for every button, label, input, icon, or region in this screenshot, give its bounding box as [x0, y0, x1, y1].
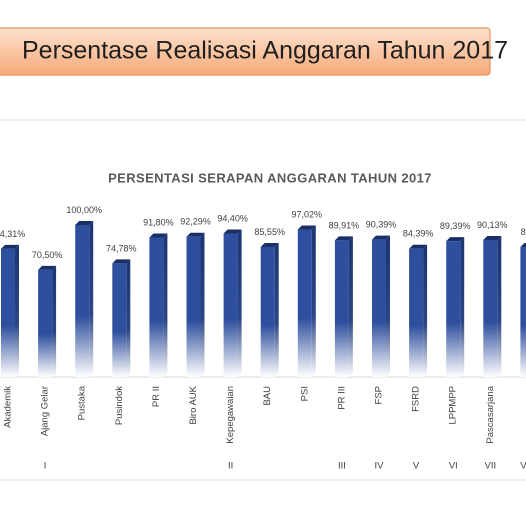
bar	[520, 247, 526, 377]
chart-title: PERSENTASI SERAPAN ANGGARAN TAHUN 2017	[108, 170, 432, 185]
group-label: I	[44, 461, 47, 472]
bar-side	[423, 244, 428, 377]
value-label: 74,78%	[106, 243, 137, 253]
x-tick-label: Kepegawaian	[225, 386, 236, 444]
bar-side	[237, 229, 242, 377]
bar-top	[409, 244, 428, 249]
bar-top	[520, 243, 526, 248]
bar	[149, 237, 164, 377]
x-tick-label: FSRD	[411, 386, 422, 412]
bar-side	[126, 259, 131, 377]
x-tick-label: Biro AUK	[188, 385, 199, 424]
group-label: IV	[375, 461, 385, 472]
bar	[409, 248, 424, 377]
bar-top	[38, 265, 57, 270]
x-tick-label: PSI	[299, 386, 310, 401]
bar-side	[200, 232, 205, 377]
bar	[186, 236, 201, 377]
x-tick-label: Pusindok	[114, 386, 125, 425]
x-tick-label: BAU	[262, 386, 273, 406]
bar-top	[1, 244, 19, 249]
bar-side	[460, 237, 465, 377]
bar-top	[223, 229, 242, 234]
bar-top	[297, 225, 316, 230]
value-label: 94,40%	[217, 214, 248, 224]
value-label: 97,02%	[292, 210, 323, 220]
group-label: VI	[449, 461, 458, 472]
group-label: V	[413, 461, 420, 472]
bar-top	[112, 259, 131, 264]
bar-top	[372, 235, 390, 240]
bar	[446, 241, 461, 377]
value-label: 92,29%	[180, 217, 211, 227]
slide-title: Persentase Realisasi Anggaran Tahun 2017	[22, 37, 508, 65]
bar-top	[446, 237, 465, 242]
x-tick-label: Pascasarjana	[485, 385, 496, 443]
bar-side	[497, 236, 502, 377]
value-label: 85,55%	[254, 227, 285, 237]
bar	[297, 229, 312, 377]
value-label: 84,39%	[403, 229, 434, 239]
bar-side	[163, 233, 168, 377]
bar-side	[89, 221, 94, 377]
bar-top	[334, 236, 353, 241]
title-banner	[0, 27, 491, 76]
value-label: 91,80%	[143, 217, 174, 227]
x-tick-label: Akademik	[3, 386, 14, 428]
bar-top	[75, 221, 94, 225]
chart-frame	[0, 119, 526, 481]
bar-side	[348, 236, 353, 377]
value-label: 85,5	[521, 227, 526, 237]
x-tick-label: PR II	[151, 386, 162, 407]
x-tick-label: Pustaka	[77, 385, 88, 420]
bar-side	[274, 242, 279, 377]
x-tick-label: Ajang Gelar	[40, 386, 51, 436]
x-tick-label: LPPMPP	[448, 386, 459, 425]
bar	[1, 248, 15, 377]
bar-side	[311, 225, 316, 377]
value-label: 90,13%	[477, 220, 508, 230]
bar-side	[386, 235, 390, 377]
value-label: 84,31%	[0, 229, 25, 239]
bar	[75, 225, 90, 377]
bar	[372, 239, 386, 377]
value-label: 89,91%	[329, 220, 360, 230]
bar	[260, 246, 275, 377]
group-label: II	[228, 461, 233, 472]
bar-top	[483, 236, 502, 241]
value-label: 100,00%	[66, 205, 102, 215]
value-label: 89,39%	[440, 221, 471, 231]
bar	[334, 240, 349, 377]
bar	[483, 240, 498, 377]
bar-side	[15, 244, 19, 377]
x-tick-label: FSP	[374, 386, 385, 404]
bar	[38, 269, 53, 377]
bar-top	[260, 242, 279, 247]
group-label: III	[338, 461, 346, 472]
group-label: VII	[484, 461, 496, 472]
x-tick-label: PR III	[336, 386, 347, 410]
value-label: 70,50%	[32, 250, 63, 260]
bar-side	[52, 265, 57, 377]
bar-top	[149, 233, 168, 238]
group-label: VIII	[520, 461, 526, 472]
value-label: 90,39%	[366, 220, 397, 230]
bar-top	[186, 232, 205, 237]
bar	[223, 233, 238, 377]
bar	[112, 263, 127, 377]
